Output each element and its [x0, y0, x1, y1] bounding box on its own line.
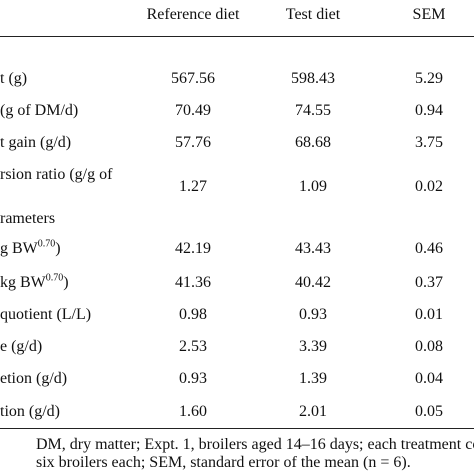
row-label: t (g) [0, 70, 27, 88]
cell-sem: 0.46 [415, 240, 443, 257]
row-label-superscript: 0.70 [37, 238, 56, 250]
cell-sem: 5.29 [415, 70, 443, 87]
cell-test-diet: 2.01 [299, 403, 327, 420]
row-label-tail: ) [55, 240, 61, 257]
cell-sem: 0.08 [415, 338, 443, 355]
row-label: quotient (L/L) [0, 306, 91, 324]
cell-test-diet: 1.09 [299, 178, 327, 195]
cell-sem: 0.37 [415, 274, 443, 291]
cell-test-diet: 3.39 [299, 338, 327, 355]
table-row: rameters [0, 210, 474, 240]
cell-test-diet: 598.43 [291, 70, 335, 87]
row-label-text: rsion ratio (g/g of [0, 166, 113, 183]
cell-sem: 0.04 [415, 370, 443, 387]
cell-reference-diet: 567.56 [171, 70, 215, 87]
cell-reference-diet: 0.93 [179, 370, 207, 387]
cell-test-diet: 40.42 [295, 274, 331, 291]
cell-reference-diet: 0.98 [179, 306, 207, 323]
cell-reference-diet: 70.49 [175, 102, 211, 119]
row-label-text: quotient (L/L) [0, 306, 92, 323]
footnote-line-1: DM, dry matter; Expt. 1, broilers aged 1… [36, 436, 474, 453]
cell-reference-diet: 2.53 [179, 338, 207, 355]
row-label-text: tion (g/d) [0, 403, 60, 420]
row-label: t gain (g/d) [0, 134, 71, 152]
row-label-text: e (g/d) [0, 338, 43, 355]
cell-sem: 0.02 [415, 178, 443, 195]
table-row: tion (g/d) 1.60 2.01 0.05 [0, 403, 474, 433]
row-label-text: (g of DM/d) [0, 102, 79, 119]
footnote-line-2: six broilers each; SEM, standard error o… [36, 454, 411, 471]
row-label: tion (g/d) [0, 403, 60, 421]
cell-test-diet: 74.55 [295, 102, 331, 119]
row-label-text: etion (g/d) [0, 370, 68, 387]
row-label: (g of DM/d) [0, 102, 78, 120]
row-label-text: t (g) [0, 70, 28, 87]
cell-test-diet: 1.39 [299, 370, 327, 387]
header-reference-diet: Reference diet [146, 6, 240, 23]
cell-sem: 0.01 [415, 306, 443, 323]
table-row: rsion ratio (g/g of [0, 166, 474, 196]
cell-reference-diet: 41.36 [175, 274, 211, 291]
row-label: rameters [0, 210, 55, 228]
row-label-text: g BW [0, 240, 38, 257]
table-row: t (g) 567.56 598.43 5.29 [0, 70, 474, 100]
header-sem: SEM [412, 6, 446, 23]
table-top-rule [0, 36, 474, 37]
table-row: 1.27 1.09 0.02 [0, 178, 474, 208]
row-label-tail: ) [63, 274, 69, 291]
table-row: g BW0.70) 42.19 43.43 0.46 [0, 238, 474, 270]
cell-sem: 0.94 [415, 102, 443, 119]
table-row: t gain (g/d) 57.76 68.68 3.75 [0, 134, 474, 164]
cell-test-diet: 0.93 [299, 306, 327, 323]
cell-reference-diet: 57.76 [175, 134, 211, 151]
row-label: etion (g/d) [0, 370, 67, 388]
cell-test-diet: 68.68 [295, 134, 331, 151]
cell-reference-diet: 1.60 [179, 403, 207, 420]
header-test-diet: Test diet [285, 6, 341, 23]
row-label-text: rameters [0, 210, 56, 227]
cell-sem: 0.05 [415, 403, 443, 420]
table-row: e (g/d) 2.53 3.39 0.08 [0, 338, 474, 368]
cell-reference-diet: 1.27 [179, 178, 207, 195]
row-label: g BW0.70) [0, 238, 61, 258]
cell-test-diet: 43.43 [295, 240, 331, 257]
table-bottom-rule [0, 428, 474, 429]
table-row: (g of DM/d) 70.49 74.55 0.94 [0, 102, 474, 132]
row-label: kg BW0.70) [0, 272, 69, 292]
row-label: e (g/d) [0, 338, 42, 356]
row-label-text: kg BW [0, 274, 46, 291]
table-row: kg BW0.70) 41.36 40.42 0.37 [0, 272, 474, 304]
table-row: quotient (L/L) 0.98 0.93 0.01 [0, 306, 474, 336]
row-label-text: t gain (g/d) [0, 134, 72, 151]
row-label: rsion ratio (g/g of [0, 166, 112, 184]
row-label-superscript: 0.70 [45, 272, 64, 284]
cell-reference-diet: 42.19 [175, 240, 211, 257]
table-row: etion (g/d) 0.93 1.39 0.04 [0, 370, 474, 400]
cell-sem: 3.75 [415, 134, 443, 151]
